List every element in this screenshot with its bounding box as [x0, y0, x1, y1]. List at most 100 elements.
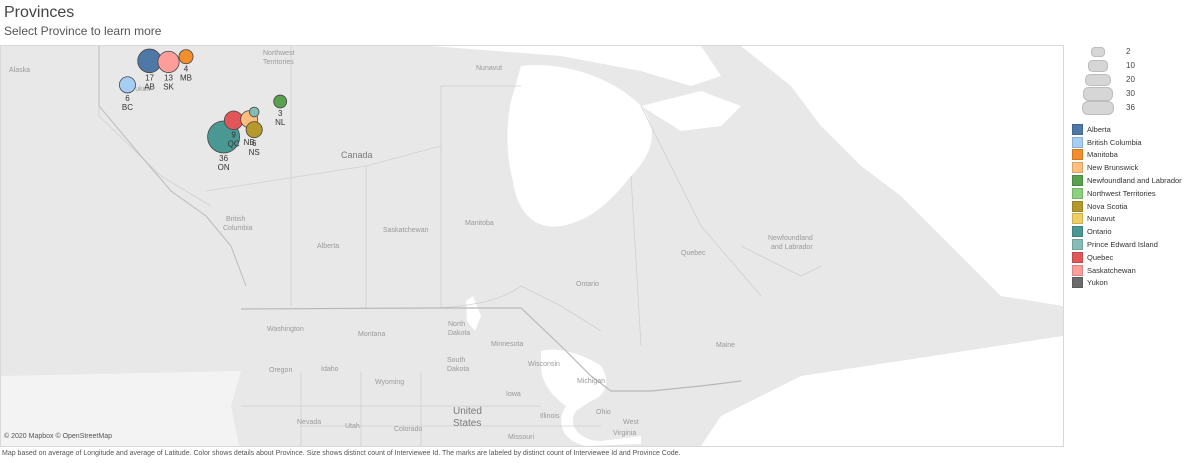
geo-label-missouri: Missouri [508, 434, 535, 441]
marker-count-label: 13 [164, 74, 173, 83]
size-legend-shape [1087, 60, 1109, 72]
geo-label-north-dakota-2: Dakota [448, 330, 470, 337]
geo-label-bc-2: Columbia [223, 225, 253, 232]
marker-count-label: 3 [278, 109, 283, 118]
marker-code-label: BC [122, 103, 133, 112]
marker-code-label: AB [144, 83, 155, 92]
marker-circle[interactable] [157, 50, 180, 73]
marker-circle[interactable] [248, 106, 260, 118]
size-legend-item: 36 [1068, 101, 1198, 115]
geo-label-states: States [453, 418, 481, 429]
map-canvas[interactable]: Alaska Yukon Northwest Territories Nunav… [1, 46, 1063, 446]
province-marker-ns[interactable]: 6NS [245, 121, 263, 157]
geo-label-wyoming: Wyoming [375, 379, 404, 386]
hudson-strait [641, 91, 741, 131]
marker-count-label: 36 [219, 154, 228, 163]
color-swatch [1072, 187, 1083, 199]
marker-code-label: ON [218, 163, 230, 172]
geo-labels: Alaska Yukon Northwest Territories Nunav… [9, 50, 813, 441]
color-legend-item[interactable]: Saskatchewan [1072, 264, 1182, 277]
size-legend-item: 20 [1068, 73, 1198, 87]
color-legend-label: Nunavut [1087, 214, 1115, 224]
size-legend: 2 10 20 30 36 [1068, 45, 1198, 117]
size-legend-item: 30 [1068, 87, 1198, 101]
geo-label-south-dakota-1: South [447, 357, 465, 364]
geo-label-yukon: Yukon [131, 86, 151, 93]
color-legend-item[interactable]: Prince Edward Island [1072, 238, 1182, 251]
marker-count-label: 17 [145, 74, 154, 83]
color-legend-label: Ontario [1087, 227, 1112, 237]
color-legend-item[interactable]: New Brunswick [1072, 161, 1182, 174]
geo-label-alaska: Alaska [9, 67, 30, 74]
geo-label-colorado: Colorado [394, 426, 423, 433]
size-legend-shape [1091, 47, 1105, 57]
legend: 2 10 20 30 36 Alberta British Columbia Manitob… [1068, 45, 1198, 289]
province-marker-pe[interactable] [248, 106, 260, 118]
geo-label-south-dakota-2: Dakota [447, 366, 469, 373]
color-swatch [1072, 149, 1083, 161]
color-legend-item[interactable]: Quebec [1072, 251, 1182, 264]
province-marker-mb[interactable]: 4MB [178, 49, 194, 83]
geo-label-wisconsin: Wisconsin [528, 361, 560, 368]
geo-label-west: West [623, 419, 639, 426]
geo-label-virginia: Virginia [613, 430, 636, 437]
geo-label-nwt-1: Northwest [263, 50, 295, 57]
size-legend-item: 10 [1068, 59, 1198, 73]
geo-label-united: United [453, 406, 482, 417]
size-legend-shape [1082, 101, 1114, 115]
hudson-bay [507, 65, 652, 227]
map-footnote: Map based on average of Longitude and av… [2, 450, 681, 457]
geo-label-oregon: Oregon [269, 367, 292, 374]
size-legend-shape [1083, 87, 1113, 101]
color-swatch [1072, 200, 1083, 212]
size-legend-value: 20 [1126, 75, 1135, 84]
color-swatch [1072, 264, 1083, 276]
geo-label-michigan: Michigan [577, 378, 605, 385]
marker-circle[interactable] [245, 121, 263, 139]
geo-label-idaho: Idaho [321, 366, 339, 373]
color-legend-label: Prince Edward Island [1087, 240, 1158, 250]
marker-circle[interactable] [223, 110, 244, 131]
province-marker-nl[interactable]: 3NL [273, 94, 288, 127]
color-legend-item[interactable]: Newfoundland and Labrador [1072, 174, 1182, 187]
geo-label-maine: Maine [716, 342, 735, 349]
province-marker-bc[interactable]: 6BC [118, 76, 136, 112]
geo-label-utah: Utah [345, 423, 360, 430]
marker-code-label: QC [228, 140, 240, 149]
color-legend-item[interactable]: Yukon [1072, 277, 1182, 290]
marker-circle[interactable] [178, 49, 194, 65]
newfoundland-island [865, 295, 917, 350]
size-legend-value: 2 [1126, 47, 1131, 56]
canada-us-border [240, 307, 742, 392]
marker-circle[interactable] [273, 94, 288, 109]
size-legend-value: 36 [1126, 103, 1135, 112]
color-legend-item[interactable]: Nova Scotia [1072, 200, 1182, 213]
color-legend-item[interactable]: Manitoba [1072, 149, 1182, 162]
marker-count-label: 9 [231, 131, 236, 140]
alaska-border [98, 46, 247, 287]
province-map[interactable]: Alaska Yukon Northwest Territories Nunav… [0, 45, 1064, 447]
color-legend-item[interactable]: Ontario [1072, 225, 1182, 238]
geo-label-north-dakota-1: North [448, 321, 465, 328]
color-legend-label: Saskatchewan [1087, 265, 1136, 275]
marker-code-label: SK [163, 83, 174, 92]
marker-code-label: NS [249, 148, 260, 157]
color-legend-item[interactable]: Nunavut [1072, 213, 1182, 226]
color-swatch [1072, 123, 1083, 135]
geo-label-illinois: Illinois [540, 413, 560, 420]
color-legend-item[interactable]: Alberta [1072, 123, 1182, 136]
marker-circle[interactable] [118, 76, 136, 94]
size-legend-value: 10 [1126, 61, 1135, 70]
map-copyright: © 2020 Mapbox © OpenStreetMap [4, 433, 112, 440]
great-lakes [541, 349, 641, 446]
color-legend-item[interactable]: British Columbia [1072, 136, 1182, 149]
geo-label-nl-2: and Labrador [771, 244, 813, 251]
color-swatch [1072, 251, 1083, 263]
pacific-coast [1, 371, 241, 446]
geo-label-bc-1: British [226, 216, 246, 223]
page-title: Provinces [4, 4, 75, 21]
geo-label-alberta: Alberta [317, 243, 339, 250]
color-legend-item[interactable]: Northwest Territories [1072, 187, 1182, 200]
geo-label-quebec: Quebec [681, 250, 706, 257]
